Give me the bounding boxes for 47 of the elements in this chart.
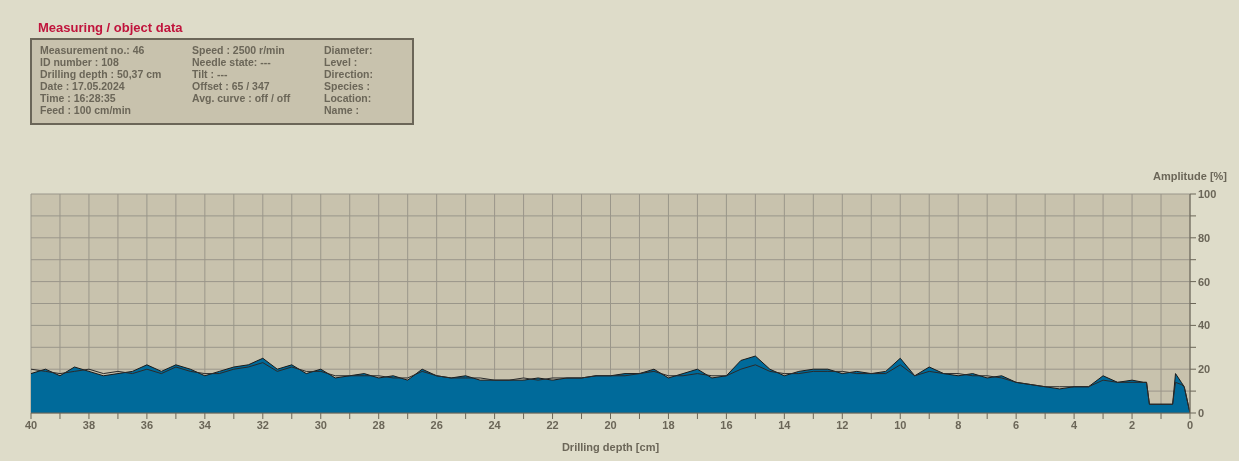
text: Needle state: --- [192, 56, 271, 68]
x-tick-label: 18 [662, 418, 675, 431]
y-tick-label: 0 [1198, 406, 1205, 419]
x-tick-label: 2 [1128, 418, 1136, 431]
x-tick-label: 6 [1013, 418, 1020, 431]
x-tick-label: 34 [198, 418, 212, 431]
y-tick-label: 60 [1198, 275, 1211, 288]
y-tick-label: 100 [1198, 187, 1217, 200]
y-tick-label: 80 [1198, 231, 1211, 244]
text: Date : 17.05.2024 [40, 80, 125, 92]
text: Level : [324, 56, 358, 68]
x-tick-label: 8 [955, 418, 962, 431]
x-tick-label: 16 [720, 418, 733, 431]
text: Avg. curve : off / off [192, 92, 291, 104]
text: Offset : 65 / 347 [192, 80, 270, 92]
text: Time : 16:28:35 [40, 92, 116, 104]
text: Location: [324, 92, 372, 104]
x-tick-label: 40 [24, 418, 38, 431]
x-tick-label: 22 [546, 418, 559, 431]
text: Direction: [324, 68, 374, 80]
text: Feed : 100 cm/min [40, 104, 132, 116]
x-tick-label: 0 [1186, 418, 1194, 431]
x-axis-title: Drilling depth [cm] [561, 441, 660, 453]
y-axis-title: Amplitude [%] [1153, 170, 1227, 182]
x-tick-label: 4 [1071, 418, 1079, 431]
text: Measurement no.: 46 [40, 44, 145, 56]
text: Tilt : --- [192, 68, 228, 80]
x-tick-label: 28 [372, 418, 385, 431]
text: Drilling depth : 50,37 cm [40, 68, 162, 80]
x-tick-label: 10 [894, 418, 907, 431]
text: Species : [324, 80, 371, 92]
x-tick-label: 20 [604, 418, 617, 431]
text: Diameter: [324, 44, 373, 56]
x-tick-label: 24 [488, 418, 502, 431]
text: Speed : 2500 r/min [192, 44, 285, 56]
x-tick-label: 32 [256, 418, 269, 431]
x-tick-label: 26 [430, 418, 443, 431]
text: Measuring / object data [38, 20, 184, 35]
x-tick-label: 12 [836, 418, 849, 431]
x-tick-label: 36 [140, 418, 154, 431]
text: ID number : 108 [40, 56, 119, 68]
x-tick-label: 30 [314, 418, 327, 431]
text: Name : [324, 104, 360, 116]
x-tick-label: 14 [778, 418, 792, 431]
x-tick-label: 38 [82, 418, 96, 431]
y-tick-label: 20 [1198, 363, 1211, 376]
y-tick-label: 40 [1198, 319, 1211, 332]
